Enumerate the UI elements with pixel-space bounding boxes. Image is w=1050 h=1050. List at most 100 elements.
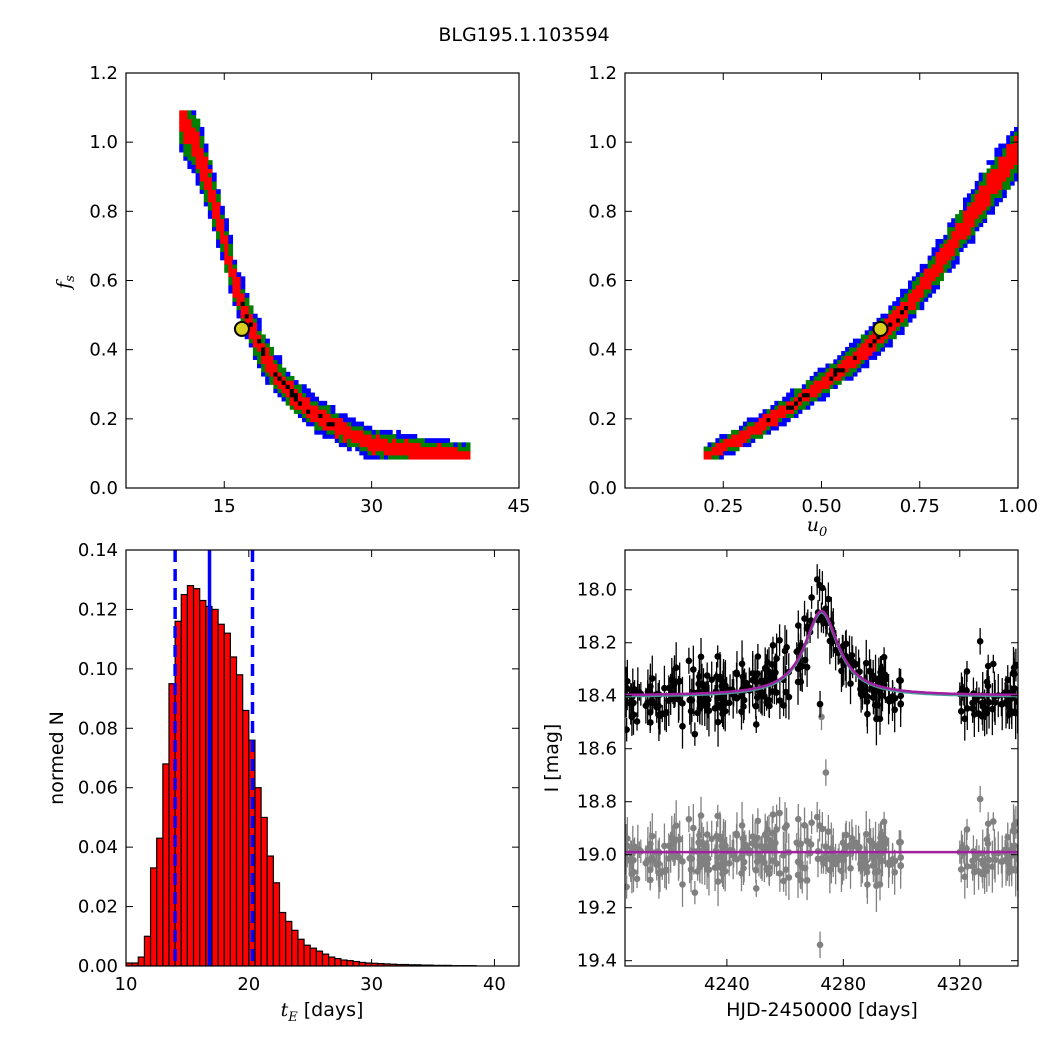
photometry-point: [703, 707, 711, 714]
density-cell: [919, 272, 925, 277]
density-cell: [318, 413, 324, 419]
density-cell: [990, 164, 996, 170]
density-cell: [326, 417, 332, 423]
density-cell: [351, 429, 356, 435]
density-cell: [207, 193, 213, 199]
histogram-bar: [291, 929, 299, 966]
density-cell: [428, 454, 434, 460]
density-cell: [179, 118, 184, 124]
y-tick-label: 0.08: [78, 718, 118, 739]
density-cell: [228, 288, 234, 294]
density-cell: [199, 147, 205, 153]
x-tick-label: 4280: [820, 974, 866, 995]
density-cell: [703, 454, 709, 460]
density-cell: [962, 230, 968, 236]
density-cell: [966, 193, 972, 199]
density-cell: [457, 454, 463, 460]
density-cell: [248, 342, 254, 348]
density-cell: [970, 230, 976, 236]
density-cell: [959, 247, 964, 253]
residual-point: [873, 882, 880, 889]
density-cell: [817, 388, 823, 394]
density-cell: [244, 313, 250, 319]
density-cell: [892, 317, 897, 323]
density-cell: [1010, 131, 1015, 136]
density-cell: [211, 214, 217, 219]
density-cell: [191, 110, 197, 116]
y-tick-label: 18.0: [577, 580, 617, 601]
density-cell: [707, 454, 713, 460]
photometry-point: [848, 652, 856, 659]
density-cell: [994, 176, 999, 182]
density-cell: [892, 326, 897, 331]
density-cell: [277, 388, 283, 394]
photometry-point: [761, 664, 769, 672]
density-cell: [383, 446, 389, 452]
photometry-point: [1004, 676, 1012, 684]
density-cell: [216, 201, 221, 207]
te-axis-label: tE [days]: [281, 999, 364, 1025]
density-cell: [1010, 160, 1015, 165]
density-cell: [982, 205, 988, 211]
residual-point: [989, 863, 996, 870]
residual-point: [740, 858, 748, 866]
density-cell: [966, 205, 972, 211]
residual-point: [808, 819, 815, 826]
density-cell: [919, 301, 925, 306]
density-cell: [849, 346, 854, 352]
density-cell: [727, 446, 732, 452]
density-cell: [801, 392, 807, 398]
density-cell: [766, 417, 772, 423]
density-cell: [982, 180, 988, 186]
density-cell: [351, 417, 356, 423]
density-cell: [904, 322, 909, 327]
density-cell: [257, 342, 262, 348]
density-cell: [766, 429, 772, 435]
density-cell: [191, 143, 197, 149]
density-cell: [265, 351, 270, 356]
density-cell: [457, 442, 463, 448]
density-cell: [265, 380, 270, 385]
density-cell: [896, 301, 901, 306]
density-cell: [817, 375, 823, 381]
density-cell: [408, 438, 414, 443]
density-cell: [951, 234, 956, 240]
density-cell: [461, 442, 467, 448]
density-cell: [849, 363, 854, 369]
density-cell: [441, 438, 446, 443]
density-cell: [191, 156, 197, 161]
density-cell: [825, 371, 830, 377]
density-cell: [727, 442, 732, 448]
photometry-point: [852, 660, 860, 668]
density-cell: [896, 313, 901, 319]
density-cell: [746, 425, 752, 431]
density-cell: [412, 454, 418, 460]
density-cell: [191, 164, 197, 170]
density-cell: [257, 326, 262, 331]
photometry-point: [717, 693, 725, 701]
density-cell: [199, 156, 205, 161]
density-cell: [813, 396, 819, 402]
density-cell: [379, 454, 385, 460]
density-cell: [383, 438, 389, 443]
density-cell: [900, 317, 905, 323]
density-cell: [187, 126, 193, 132]
density-cell: [338, 434, 344, 439]
density-cell: [269, 367, 274, 373]
density-cell: [199, 135, 205, 140]
density-cell: [363, 425, 369, 431]
density-cell: [359, 446, 365, 452]
density-cell: [970, 209, 976, 215]
density-cell: [998, 189, 1003, 194]
density-cell: [900, 330, 905, 336]
density-cell: [915, 284, 921, 290]
density-cell: [388, 438, 393, 443]
density-cell: [211, 205, 217, 211]
density-cell: [986, 180, 992, 186]
density-cell: [715, 446, 720, 452]
density-cell: [876, 334, 882, 340]
density-cell: [1002, 156, 1007, 161]
residual-point: [625, 841, 630, 849]
density-cell: [750, 434, 756, 439]
density-cell: [388, 434, 393, 439]
